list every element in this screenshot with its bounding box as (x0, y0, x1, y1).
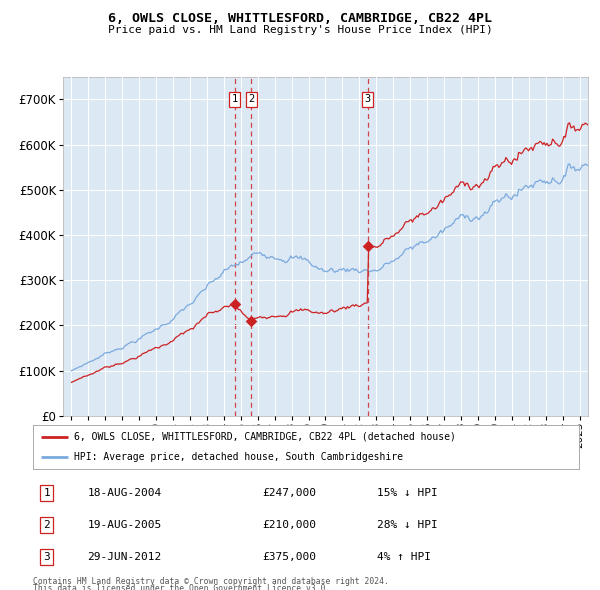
Text: Contains HM Land Registry data © Crown copyright and database right 2024.: Contains HM Land Registry data © Crown c… (33, 577, 389, 586)
Text: 1: 1 (43, 488, 50, 498)
Text: £210,000: £210,000 (262, 520, 316, 530)
Point (363, 242, 373, 251)
Text: 6, OWLS CLOSE, WHITTLESFORD, CAMBRIDGE, CB22 4PL (detached house): 6, OWLS CLOSE, WHITTLESFORD, CAMBRIDGE, … (74, 432, 456, 442)
Text: £375,000: £375,000 (262, 552, 316, 562)
Text: 4% ↑ HPI: 4% ↑ HPI (377, 552, 431, 562)
Text: HPI: Average price, detached house, South Cambridgeshire: HPI: Average price, detached house, Sout… (74, 452, 403, 462)
Text: 3: 3 (43, 552, 50, 562)
Text: 6, OWLS CLOSE, WHITTLESFORD, CAMBRIDGE, CB22 4PL: 6, OWLS CLOSE, WHITTLESFORD, CAMBRIDGE, … (108, 12, 492, 25)
Text: 3: 3 (365, 94, 371, 104)
Point (230, 300, 239, 309)
Text: 29-JUN-2012: 29-JUN-2012 (88, 552, 162, 562)
Text: 2: 2 (248, 94, 254, 104)
Text: 15% ↓ HPI: 15% ↓ HPI (377, 488, 438, 498)
Text: 18-AUG-2004: 18-AUG-2004 (88, 488, 162, 498)
Text: This data is licensed under the Open Government Licence v3.0.: This data is licensed under the Open Gov… (33, 584, 331, 590)
Text: £247,000: £247,000 (262, 488, 316, 498)
Text: 2: 2 (43, 520, 50, 530)
Text: 28% ↓ HPI: 28% ↓ HPI (377, 520, 438, 530)
Text: Price paid vs. HM Land Registry's House Price Index (HPI): Price paid vs. HM Land Registry's House … (107, 25, 493, 35)
Text: 1: 1 (232, 94, 238, 104)
Text: 19-AUG-2005: 19-AUG-2005 (88, 520, 162, 530)
Point (247, 316, 256, 326)
